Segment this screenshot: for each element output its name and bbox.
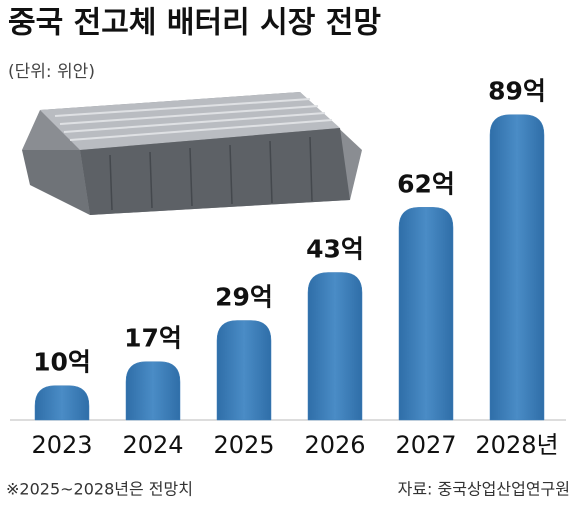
value-label: 10억: [33, 348, 91, 377]
x-tick-label: 2023: [31, 431, 92, 459]
value-label: 62억: [397, 169, 455, 198]
bar: [307, 272, 363, 421]
value-label: 43억: [306, 235, 364, 264]
chart-title: 중국 전고체 배터리 시장 전망: [8, 6, 381, 41]
bar: [489, 114, 545, 421]
bar: [125, 361, 181, 421]
source: 자료: 중국상업산업연구원: [398, 480, 570, 499]
value-label: 89억: [488, 77, 546, 106]
footnote: ※2025~2028년은 전망치: [6, 480, 193, 499]
x-tick-label: 2026: [304, 431, 365, 459]
x-tick-label: 2025: [213, 431, 274, 459]
x-tick-label: 2024: [122, 431, 183, 459]
bar: [34, 385, 90, 421]
x-tick-label: 2027: [395, 431, 456, 459]
value-label: 17억: [124, 324, 182, 353]
x-tick-label: 2028년: [475, 431, 558, 459]
bar: [216, 320, 272, 421]
battery-illustration: [22, 92, 362, 215]
bar: [398, 207, 454, 421]
value-label: 29억: [215, 283, 273, 312]
chart-subtitle: (단위: 위안): [8, 62, 95, 82]
